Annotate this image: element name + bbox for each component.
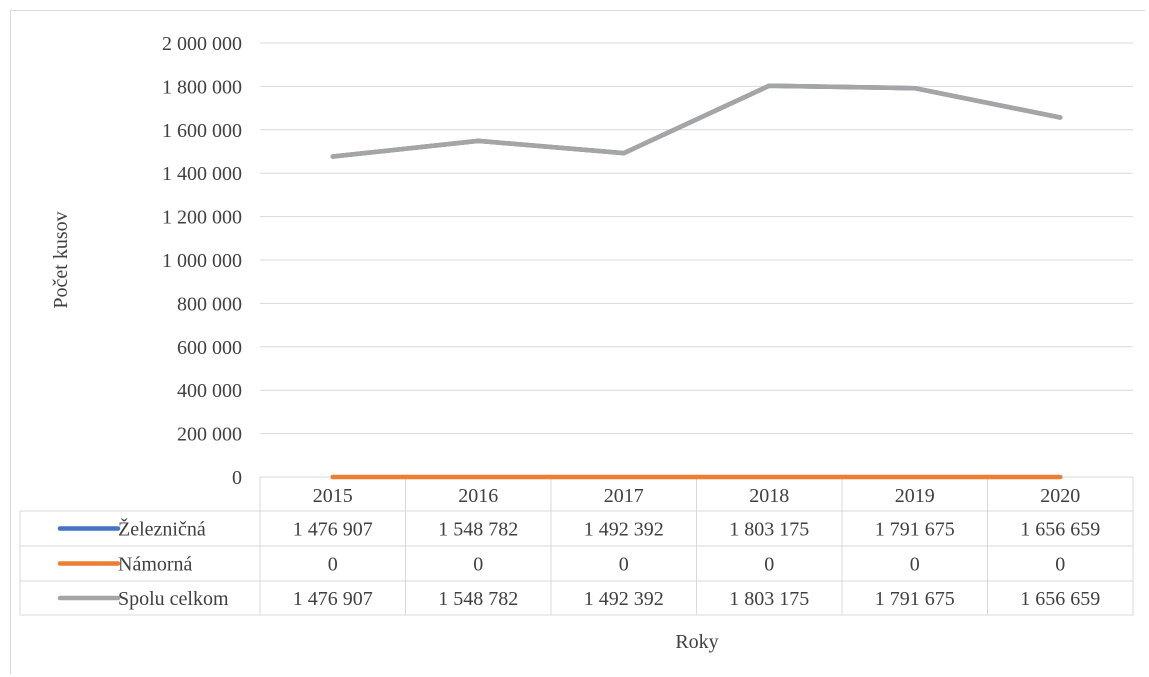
- y-tick-label: 200 000: [177, 424, 242, 446]
- table-cell: 0: [328, 554, 338, 576]
- table-cell: 0: [619, 554, 629, 576]
- y-tick-label: 1 800 000: [162, 76, 242, 98]
- gridlines: [260, 42, 1133, 435]
- table-cell: 1 548 782: [438, 588, 518, 610]
- table-cell: 1 656 659: [1020, 588, 1100, 610]
- table-cell: 1 656 659: [1020, 519, 1100, 541]
- x-tick-label: 2017: [604, 485, 644, 507]
- x-axis-label: Roky: [675, 631, 718, 653]
- y-tick-label: 1 000 000: [162, 250, 242, 272]
- table-cell: 0: [473, 554, 483, 576]
- y-tick-label: 600 000: [177, 337, 242, 359]
- table-cell: 1 492 392: [584, 588, 664, 610]
- x-tick-label: 2018: [749, 485, 789, 507]
- y-tick-label: 1 600 000: [162, 120, 242, 142]
- x-tick-label: 2019: [895, 485, 935, 507]
- y-tick-label: 2 000 000: [162, 33, 242, 55]
- y-tick-label: 1 400 000: [162, 163, 242, 185]
- table-cell: 1 492 392: [584, 519, 664, 541]
- series-lines: [330, 83, 1063, 480]
- table-cell: 0: [1055, 554, 1065, 576]
- table-cell: 1 548 782: [438, 519, 518, 541]
- table-cell: 1 803 175: [729, 519, 809, 541]
- legend-label: Spolu celkom: [118, 588, 229, 610]
- x-tick-label: 2016: [458, 485, 498, 507]
- table-cell: 1 791 675: [875, 519, 955, 541]
- legend-label: Námorná: [118, 554, 193, 576]
- y-tick-label: 800 000: [177, 293, 242, 315]
- y-axis-label: Počet kusov: [50, 211, 72, 308]
- table-cell: 1 791 675: [875, 588, 955, 610]
- table-cell: 1 476 907: [293, 519, 373, 541]
- chart-frame: [10, 10, 1145, 674]
- table-cell: 0: [910, 554, 920, 576]
- table-cell: 1 476 907: [293, 588, 373, 610]
- x-tick-label: 2020: [1040, 485, 1080, 507]
- y-axis-ticks: 0 200 000 400 000 600 000 800 000 1 000 000 1 …: [162, 33, 242, 489]
- y-tick-label: 400 000: [177, 380, 242, 402]
- table-cell: 0: [764, 554, 774, 576]
- y-tick-label: 0: [232, 467, 242, 489]
- y-tick-label: 1 200 000: [162, 207, 242, 229]
- series-line: [330, 83, 1063, 159]
- data-table: 2015 2016 2017 2018 2019 2020 Železničná 1 476 …: [19, 476, 1134, 616]
- x-tick-label: 2015: [313, 485, 353, 507]
- legend-label: Železničná: [118, 518, 206, 541]
- table-cell: 1 803 175: [729, 588, 809, 610]
